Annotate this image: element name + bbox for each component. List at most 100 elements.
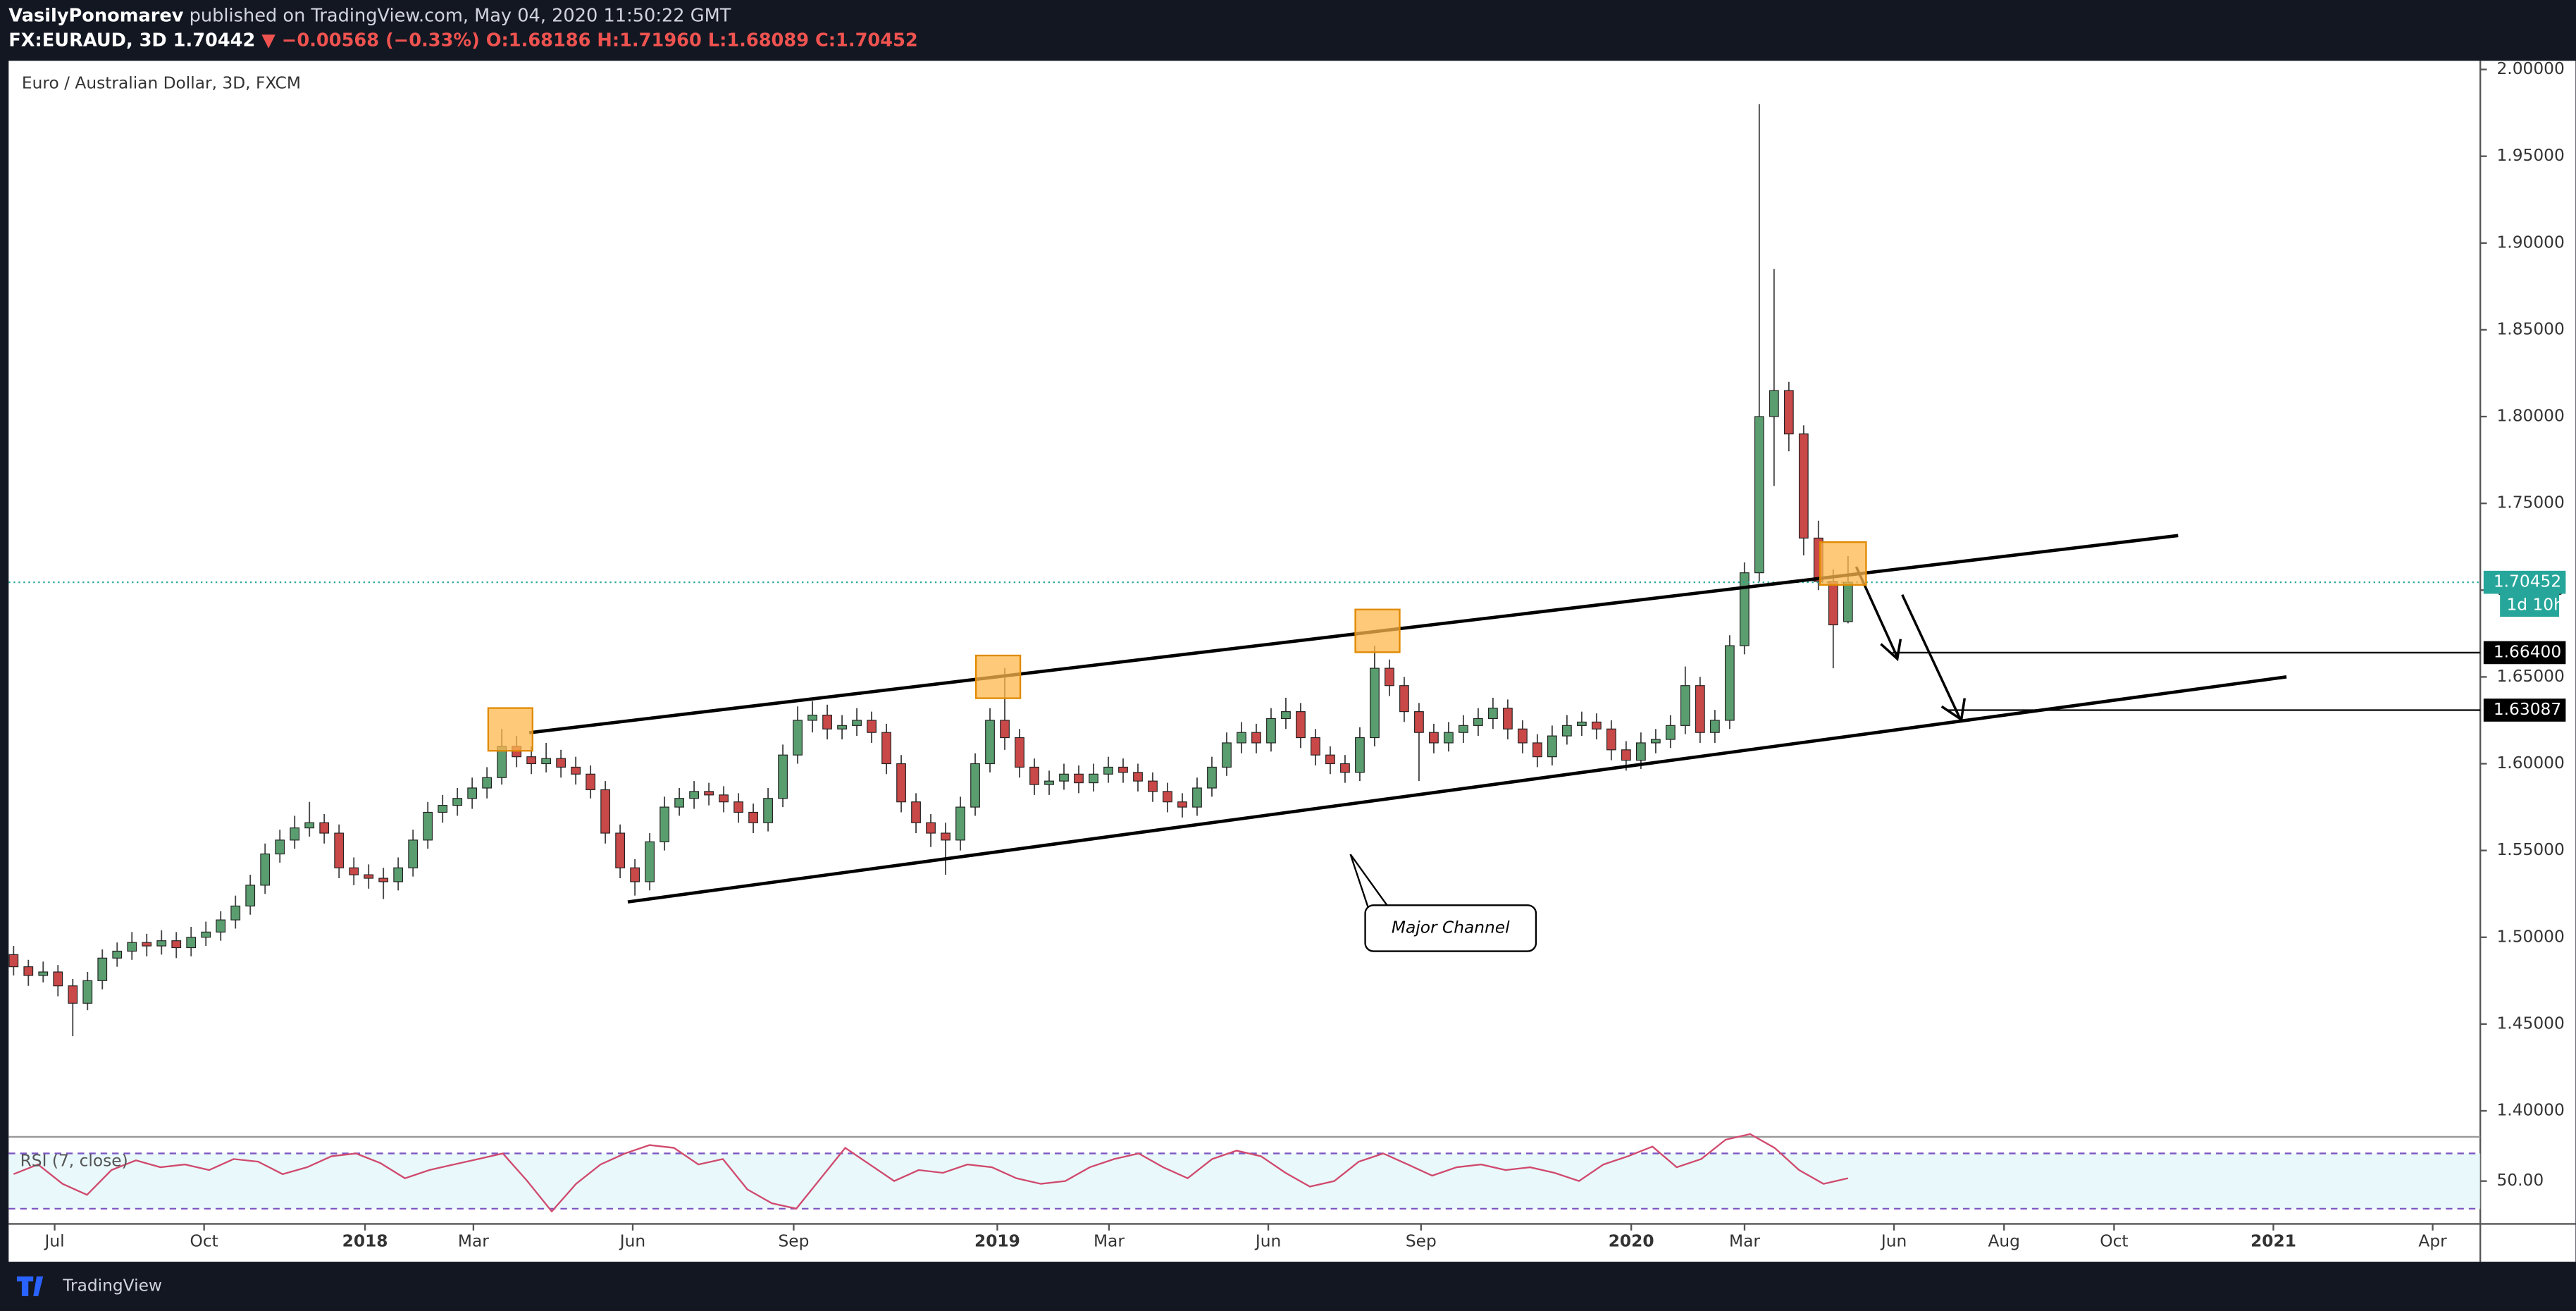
y-tick-label: 2.00000 <box>2496 59 2564 78</box>
candle-body <box>1665 725 1676 740</box>
candle-body <box>1266 718 1276 744</box>
highlight-box <box>1819 541 1867 586</box>
candle-body <box>1163 791 1172 803</box>
candle-body <box>142 942 152 947</box>
candle-body <box>1340 763 1350 773</box>
y-tick-label: 1.95000 <box>2496 146 2564 165</box>
rsi-line <box>13 1133 1849 1213</box>
author: VasilyPonomarev <box>8 5 183 26</box>
y-tick-label: 1.55000 <box>2496 840 2564 859</box>
y-tick-label: 1.65000 <box>2496 667 2564 686</box>
candle-body <box>423 811 433 841</box>
brand-logo <box>16 1276 44 1297</box>
y-tick-label: 1.75000 <box>2496 493 2564 512</box>
candle-body <box>1429 732 1439 744</box>
x-tick-label: Mar <box>1094 1232 1125 1251</box>
x-tick-label: Oct <box>2100 1232 2128 1251</box>
x-tick-label: 2020 <box>1609 1232 1654 1251</box>
callout <box>1364 904 1537 952</box>
boxes <box>487 541 1867 752</box>
x-tick-label: 2019 <box>974 1232 1020 1251</box>
brand: TradingView <box>62 1276 162 1295</box>
candle-body <box>393 867 404 882</box>
candle-body <box>1843 581 1853 622</box>
candle-body <box>1355 737 1365 773</box>
candle-body <box>763 798 773 823</box>
channel-lower <box>627 675 2287 904</box>
x-tick-label: Apr <box>2418 1232 2447 1251</box>
candle-body <box>275 839 285 855</box>
candle-body <box>53 971 63 987</box>
candle-body <box>1237 732 1246 744</box>
chart-layer: 2.00000 1.95000 1.90000 1.85000 1.80000 1.750… <box>8 59 2566 1251</box>
candle-body <box>127 942 137 952</box>
y-tick-label: 1.45000 <box>2496 1014 2564 1033</box>
candle-body <box>1059 773 1069 782</box>
channel-upper <box>528 534 2179 734</box>
candle-body <box>1709 720 1720 733</box>
candle-body <box>1444 732 1454 744</box>
level-label: 1.66400 <box>2494 642 2561 661</box>
candle-body <box>852 720 862 726</box>
candle-body <box>1798 433 1809 538</box>
candle-body <box>600 789 611 834</box>
candle-body <box>985 720 995 765</box>
callout-text: Major Channel <box>1392 918 1510 937</box>
candle-body <box>1399 685 1409 713</box>
symbol-line: FX:EURAUD, 3D 1.70442 ▼ −0.00568 (−0.33%… <box>8 30 917 51</box>
candle-body <box>1635 742 1646 761</box>
candle-body <box>201 931 211 938</box>
candle-body <box>1591 721 1602 730</box>
candle-body <box>171 940 182 949</box>
candle-body <box>660 806 669 842</box>
arrow-head <box>1940 698 1967 722</box>
candle-body <box>1576 721 1587 726</box>
candle-body <box>733 801 743 813</box>
highlight-box <box>974 654 1022 699</box>
candle-body <box>186 937 197 949</box>
y-tick-label: 1.90000 <box>2496 233 2564 252</box>
candle-body <box>955 806 965 841</box>
candle-body <box>38 971 49 976</box>
candle-body <box>8 954 19 968</box>
candle-body <box>1695 685 1705 733</box>
candle-body <box>1547 735 1557 758</box>
published: published on TradingView.com, May 04, 20… <box>190 5 731 26</box>
rsi-tick-label: 50.00 <box>2496 1171 2544 1190</box>
candle-body <box>748 811 758 823</box>
rsi-title: RSI (7, close) <box>20 1151 128 1170</box>
candle-body <box>807 714 817 721</box>
candle-body <box>349 867 359 875</box>
open: O:1.68186 <box>486 30 591 51</box>
candle-body <box>1488 708 1498 720</box>
candle-body <box>438 805 448 813</box>
candle-body <box>1385 667 1394 687</box>
candle-body <box>1739 572 1750 646</box>
candle-body <box>630 867 640 882</box>
candle-body <box>23 966 34 976</box>
level-label: 1.63087 <box>2494 700 2561 719</box>
candle-body <box>1680 685 1690 726</box>
y-tick-label: 1.60000 <box>2496 753 2564 773</box>
candle-body <box>1148 780 1158 792</box>
candle-body <box>1325 754 1335 765</box>
candle-body <box>319 822 330 834</box>
candle-body <box>1133 772 1143 782</box>
level-tag <box>2483 698 2566 722</box>
candle-body <box>1103 766 1113 775</box>
candle-body <box>970 763 980 808</box>
candle-body <box>822 714 832 730</box>
y-tick-label: 1.80000 <box>2496 407 2564 426</box>
candle-body <box>1370 667 1380 739</box>
candle-body <box>1207 766 1217 789</box>
candle-body <box>926 822 936 834</box>
candle-body <box>837 725 847 730</box>
x-tick-label: 2021 <box>2250 1232 2296 1251</box>
candle-body <box>1459 725 1468 733</box>
candle-body <box>1251 732 1261 744</box>
candle-body <box>216 919 226 933</box>
highlight-box <box>1354 608 1401 653</box>
candle-body <box>1650 739 1661 744</box>
candle-body <box>1029 766 1039 785</box>
candle-body <box>778 754 788 799</box>
